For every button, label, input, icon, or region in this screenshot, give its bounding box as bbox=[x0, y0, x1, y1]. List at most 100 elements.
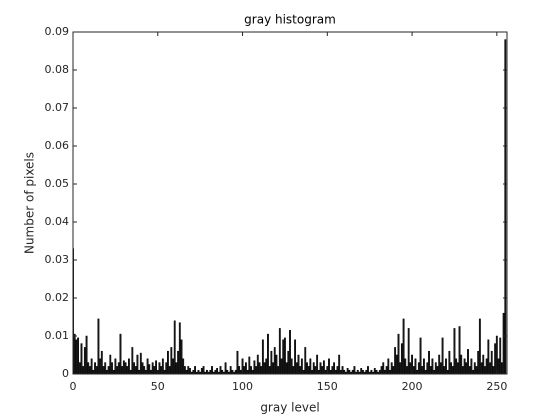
bar bbox=[373, 368, 376, 374]
bar bbox=[175, 362, 178, 374]
bar bbox=[399, 362, 402, 374]
bar bbox=[417, 362, 420, 374]
y-tick-label: 0.09 bbox=[45, 25, 70, 38]
bar bbox=[416, 369, 419, 374]
bar bbox=[453, 328, 456, 374]
bar bbox=[221, 369, 224, 374]
bar bbox=[404, 358, 407, 374]
y-tick-label: 0.07 bbox=[45, 101, 70, 114]
bar bbox=[384, 369, 386, 374]
bar bbox=[104, 362, 107, 374]
bar bbox=[180, 339, 183, 374]
bar bbox=[389, 369, 391, 374]
bar bbox=[478, 318, 481, 374]
bar bbox=[353, 366, 356, 374]
x-tick-label: 100 bbox=[232, 380, 253, 393]
y-tick-label: 0 bbox=[62, 367, 69, 380]
y-axis-label: Number of pixels bbox=[23, 152, 37, 254]
bar bbox=[475, 366, 478, 374]
bar bbox=[143, 366, 146, 374]
bar bbox=[100, 350, 103, 374]
bar bbox=[504, 39, 507, 374]
bar bbox=[111, 362, 113, 374]
bar bbox=[470, 358, 473, 374]
bar bbox=[426, 362, 429, 374]
bar bbox=[292, 366, 295, 374]
bar bbox=[139, 352, 142, 374]
bar bbox=[365, 369, 368, 374]
bar bbox=[394, 347, 397, 374]
bar bbox=[309, 358, 312, 374]
bar bbox=[287, 350, 290, 374]
bar bbox=[368, 371, 371, 374]
bar bbox=[378, 369, 381, 374]
bar bbox=[177, 350, 180, 374]
bar bbox=[243, 366, 246, 374]
bar bbox=[277, 366, 280, 374]
bar bbox=[370, 369, 373, 374]
bar bbox=[200, 368, 203, 374]
bar bbox=[95, 366, 98, 374]
bar bbox=[285, 362, 288, 374]
bar bbox=[346, 368, 349, 374]
bar bbox=[212, 371, 215, 374]
x-tick-label: 250 bbox=[486, 380, 507, 393]
bar bbox=[338, 354, 341, 374]
bar bbox=[256, 354, 259, 374]
bar bbox=[248, 356, 251, 374]
y-tick-label: 0.05 bbox=[45, 177, 70, 190]
bar bbox=[80, 343, 83, 374]
bar bbox=[428, 350, 430, 374]
bar bbox=[239, 369, 242, 374]
bar bbox=[328, 358, 330, 374]
bar bbox=[316, 354, 319, 374]
bar bbox=[333, 362, 336, 374]
bar bbox=[345, 371, 347, 374]
bar bbox=[395, 354, 398, 374]
bar bbox=[194, 366, 196, 374]
bar bbox=[195, 371, 198, 374]
bar bbox=[116, 366, 119, 374]
bar bbox=[211, 366, 213, 374]
bar bbox=[446, 369, 449, 374]
bar bbox=[431, 358, 434, 374]
bar bbox=[265, 358, 268, 374]
bar bbox=[90, 358, 93, 374]
bar bbox=[360, 368, 363, 374]
bar bbox=[94, 362, 96, 374]
bar bbox=[355, 371, 358, 374]
bar bbox=[119, 333, 122, 374]
bar bbox=[492, 366, 495, 374]
bar bbox=[278, 328, 281, 374]
bar bbox=[397, 333, 400, 374]
bar bbox=[209, 369, 212, 374]
bar bbox=[97, 318, 100, 374]
x-axis-label: gray level bbox=[260, 401, 319, 415]
bar bbox=[129, 369, 132, 374]
bar bbox=[190, 371, 193, 374]
bar bbox=[165, 362, 168, 374]
bar bbox=[409, 362, 412, 374]
y-tick-label: 0.03 bbox=[45, 253, 70, 266]
bar bbox=[229, 366, 232, 374]
bar bbox=[472, 369, 475, 374]
bar bbox=[339, 369, 342, 374]
bar bbox=[214, 369, 217, 374]
bar bbox=[336, 366, 339, 374]
bar bbox=[463, 358, 466, 374]
bar bbox=[251, 369, 254, 374]
bar bbox=[429, 366, 432, 374]
bar bbox=[153, 366, 156, 374]
bar bbox=[244, 362, 247, 374]
bar bbox=[78, 362, 81, 374]
bar bbox=[302, 369, 305, 374]
bar bbox=[494, 343, 497, 374]
y-tick-label: 0.04 bbox=[45, 215, 70, 228]
bar bbox=[122, 360, 125, 374]
bar bbox=[228, 371, 230, 374]
bar bbox=[297, 354, 300, 374]
bar bbox=[275, 354, 278, 374]
bar bbox=[445, 358, 447, 374]
bar bbox=[434, 362, 437, 374]
bar bbox=[260, 366, 263, 374]
